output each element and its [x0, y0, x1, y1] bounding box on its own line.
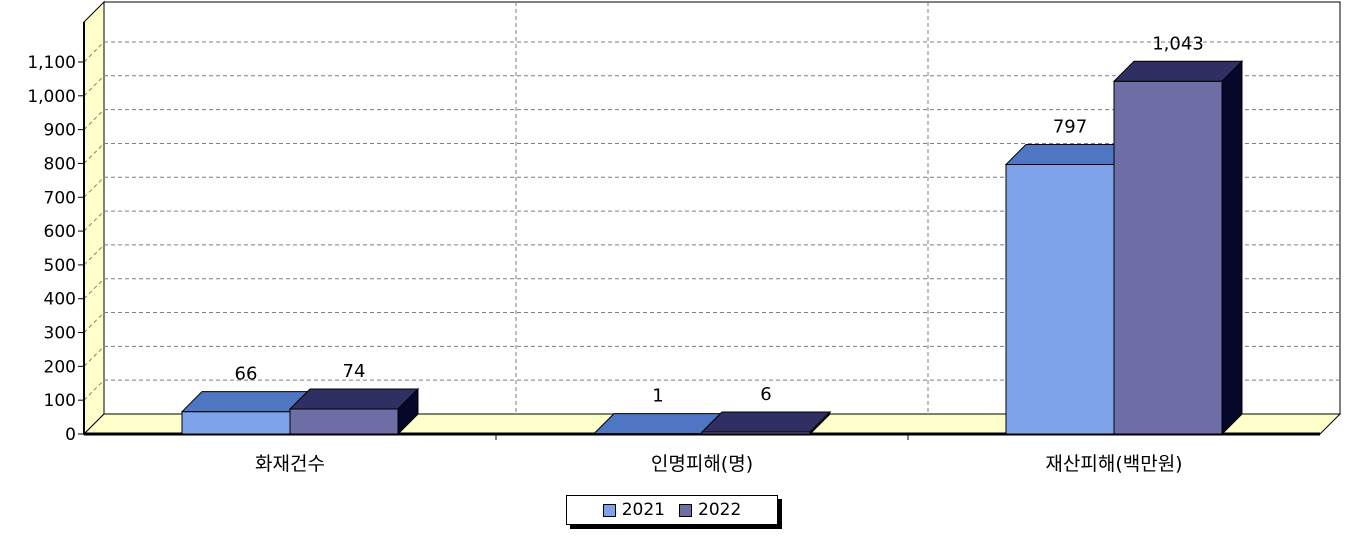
bar-side	[1222, 61, 1242, 434]
y-tick-label: 1,100	[27, 53, 76, 73]
y-tick-label: 800	[44, 154, 76, 174]
y-tick-label: 900	[44, 121, 76, 141]
legend-swatch-2021	[603, 504, 616, 517]
y-tick-label: 200	[44, 357, 76, 377]
legend-item-2021: 2021	[603, 500, 665, 520]
bar-top	[702, 412, 830, 432]
x-tick-label: 재산피해(백만원)	[1045, 453, 1182, 475]
legend: 2021 2022	[566, 495, 778, 525]
legend-swatch-2022	[679, 504, 692, 517]
bar	[1114, 81, 1222, 434]
legend-item-2022: 2022	[679, 500, 741, 520]
data-label: 1	[652, 386, 663, 407]
y-tick-label: 500	[44, 256, 76, 276]
y-tick-label: 400	[44, 290, 76, 310]
data-label: 1,043	[1152, 33, 1204, 54]
left-wall	[84, 2, 104, 434]
legend-label-2022: 2022	[698, 500, 741, 520]
y-tick-label: 1,000	[27, 87, 76, 107]
y-tick-label: 300	[44, 324, 76, 344]
data-label: 797	[1053, 116, 1087, 137]
bar	[1006, 164, 1114, 434]
data-label: 66	[235, 364, 258, 385]
y-tick-label: 600	[44, 222, 76, 242]
x-tick-label: 인명피해(명)	[651, 453, 753, 475]
legend-label-2021: 2021	[622, 500, 665, 520]
x-tick-label: 화재건수	[255, 453, 325, 475]
y-tick-label: 700	[44, 188, 76, 208]
data-label: 6	[760, 384, 771, 405]
bar	[290, 409, 398, 434]
data-label: 74	[343, 361, 366, 382]
bar-top	[1114, 61, 1242, 81]
bar-top	[290, 389, 418, 409]
bar	[182, 412, 290, 434]
y-tick-label: 0	[65, 425, 76, 445]
y-tick-label: 100	[44, 391, 76, 411]
